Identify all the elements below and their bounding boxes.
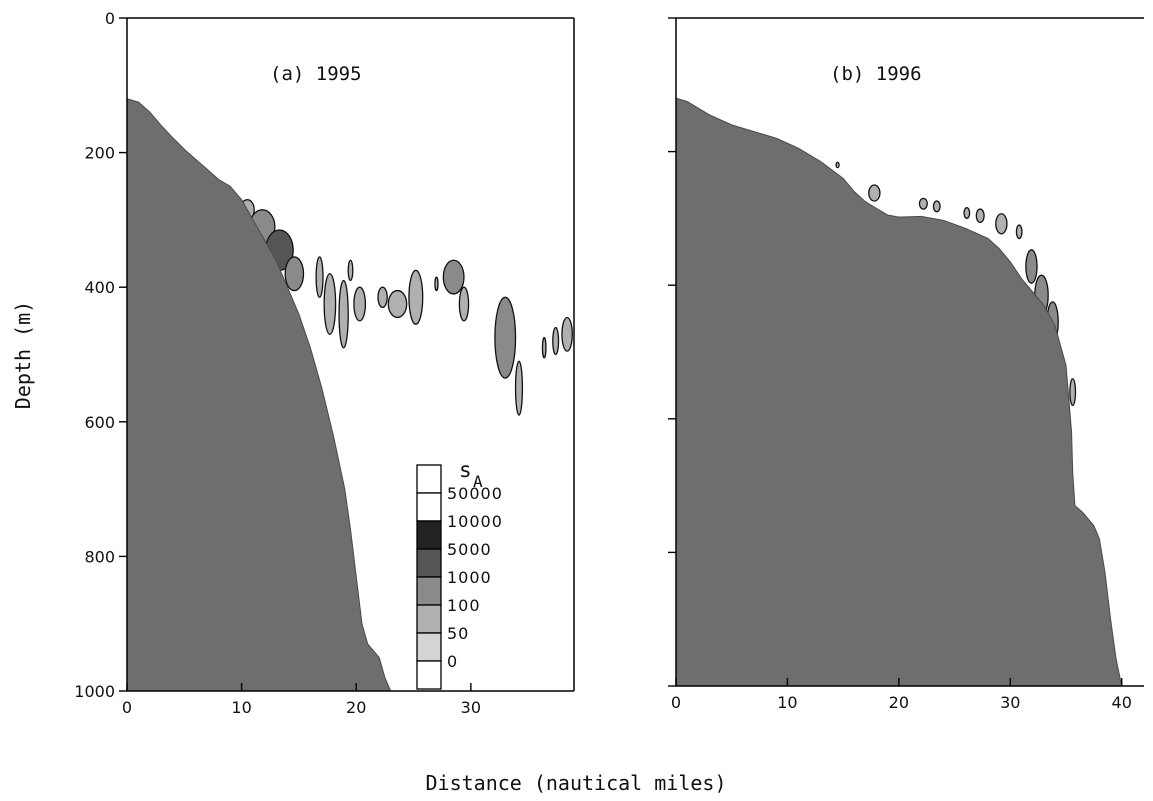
legend-label: 0	[447, 652, 458, 671]
x-tick-label: 10	[777, 693, 797, 712]
x-tick-label: 40	[1112, 693, 1132, 712]
legend-label: 50000	[447, 484, 503, 503]
backscatter-patch	[932, 200, 941, 213]
backscatter-patch	[315, 256, 324, 298]
legend-label: 10000	[447, 512, 503, 531]
backscatter-patch	[835, 161, 840, 169]
panel-a-backscatter	[239, 199, 573, 416]
panel-a-seabed-area	[126, 98, 392, 692]
legend-title-subscript: A	[473, 472, 483, 491]
legend-label: 1000	[447, 568, 492, 587]
backscatter-patch	[323, 273, 337, 335]
backscatter-patch	[494, 296, 517, 379]
legend-swatch	[416, 632, 442, 662]
panel-a-title: (a) 1995	[270, 63, 362, 85]
backscatter-patch	[1069, 378, 1077, 407]
backscatter-patch	[995, 213, 1008, 235]
panel-b-y-ticks	[668, 17, 676, 687]
legend-swatch	[416, 604, 442, 634]
panel-a-y-ticks: 0 200 400 600 800 1000	[74, 9, 127, 701]
backscatter-patch	[975, 208, 985, 224]
backscatter-patch	[387, 289, 408, 319]
x-tick-label: 0	[122, 698, 132, 717]
legend-swatch	[416, 576, 442, 606]
backscatter-patch	[338, 279, 349, 349]
x-tick-label: 0	[671, 693, 681, 712]
x-tick-label: 30	[461, 698, 481, 717]
x-tick-label: 20	[346, 698, 366, 717]
panel-b-title: (b) 1996	[830, 63, 922, 85]
x-tick-label: 20	[889, 693, 909, 712]
backscatter-patch	[514, 360, 524, 416]
x-axis-label: Distance (nautical miles)	[425, 771, 726, 795]
legend-title: s	[459, 458, 472, 482]
backscatter-patch	[561, 316, 573, 352]
panel-a-legend: s A 50000 10000 5000 1000 100 50 0	[416, 458, 503, 690]
backscatter-patch	[284, 256, 305, 292]
y-tick-label: 800	[84, 547, 115, 566]
backscatter-patch	[353, 286, 367, 322]
legend-label: 100	[447, 596, 481, 615]
backscatter-patch	[918, 197, 928, 210]
backscatter-patch	[963, 207, 971, 220]
y-axis-label: Depth (m)	[11, 301, 35, 409]
backscatter-patch	[347, 259, 354, 282]
backscatter-patch	[552, 326, 560, 356]
backscatter-patch	[377, 286, 388, 309]
backscatter-patch	[434, 276, 439, 292]
panel-b-x-ticks: 0 10 20 30 40	[671, 678, 1132, 712]
panel-a-x-ticks: 0 10 20 30	[122, 683, 481, 717]
x-tick-label: 10	[231, 698, 251, 717]
legend-label: 50	[447, 624, 469, 643]
legend-swatch	[416, 520, 442, 550]
y-tick-label: 1000	[74, 682, 115, 701]
backscatter-patch	[541, 337, 547, 359]
y-tick-label: 600	[84, 413, 115, 432]
backscatter-patch	[1025, 249, 1038, 284]
panel-b-1996: (b) 1996 0 10 20 30 40	[668, 17, 1144, 712]
backscatter-patch	[442, 259, 465, 295]
backscatter-patch	[408, 269, 424, 325]
backscatter-patch	[458, 286, 470, 322]
x-tick-label: 30	[1000, 693, 1020, 712]
y-tick-label: 400	[84, 278, 115, 297]
legend-swatch	[416, 660, 442, 690]
backscatter-patch	[1015, 224, 1023, 240]
legend-entries: 50000 10000 5000 1000 100 50 0	[416, 464, 503, 690]
panel-b-seabed-area	[675, 97, 1123, 687]
backscatter-patch	[868, 184, 881, 202]
y-tick-label: 200	[84, 144, 115, 163]
legend-swatch	[416, 492, 442, 522]
y-tick-label: 0	[105, 9, 115, 28]
legend-swatch	[416, 548, 442, 578]
legend-swatch-top	[416, 464, 442, 494]
legend-label: 5000	[447, 540, 492, 559]
